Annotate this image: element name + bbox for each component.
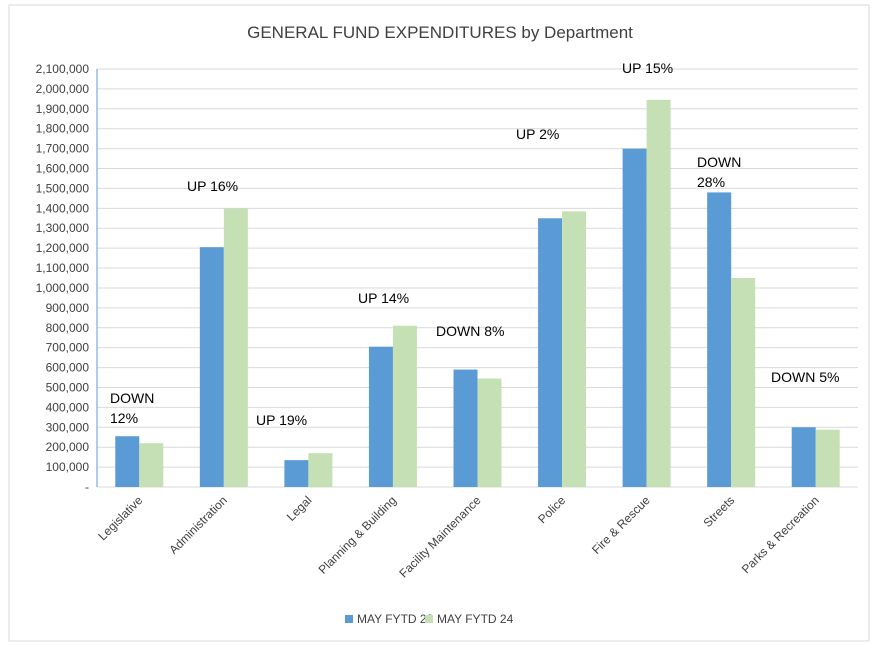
bar [308, 453, 333, 487]
legend-label: MAY FYTD 23 [357, 612, 434, 626]
y-tick-label: 300,000 [46, 420, 90, 434]
bar [731, 278, 756, 487]
bar [562, 211, 587, 488]
bar [622, 148, 647, 487]
y-tick-label: 100,000 [46, 460, 90, 474]
y-tick-label: 600,000 [46, 361, 90, 375]
bar [199, 247, 224, 487]
bar [707, 192, 732, 487]
y-tick-label: 1,900,000 [36, 102, 90, 116]
y-tick-label: 1,400,000 [36, 201, 90, 215]
annotation: UP 15% [622, 60, 674, 76]
bar [538, 218, 563, 488]
y-tick-label: - [85, 480, 89, 494]
bar [477, 378, 502, 487]
y-tick-label: 800,000 [46, 321, 90, 335]
y-tick-label: 700,000 [46, 341, 90, 355]
bar [453, 369, 478, 487]
bar [284, 460, 309, 487]
y-tick-label: 1,000,000 [36, 281, 90, 295]
annotation: DOWN 12% [110, 390, 155, 426]
y-tick-label: 1,800,000 [36, 122, 90, 136]
legend-swatch [345, 615, 353, 623]
y-tick-label: 2,100,000 [36, 62, 90, 76]
annotation: DOWN 28% [697, 154, 742, 190]
annotation: UP 14% [358, 290, 410, 306]
y-tick-label: 400,000 [46, 400, 90, 414]
y-tick-label: 200,000 [46, 440, 90, 454]
y-tick-label: 1,100,000 [36, 261, 90, 275]
annotation: UP 2% [516, 126, 560, 142]
bar [791, 427, 816, 487]
bar [646, 99, 671, 487]
y-tick-label: 1,300,000 [36, 221, 90, 235]
annotation: DOWN 5% [771, 369, 840, 385]
bar [368, 346, 393, 487]
chart-title: GENERAL FUND EXPENDITURES by Department [247, 23, 633, 42]
y-tick-label: 900,000 [46, 301, 90, 315]
annotation: UP 19% [256, 412, 308, 428]
y-tick-label: 1,600,000 [36, 162, 90, 176]
bar [392, 325, 417, 487]
legend-label: MAY FYTD 24 [437, 612, 514, 626]
annotation: DOWN 8% [436, 323, 505, 339]
annotation: UP 16% [187, 178, 239, 194]
legend-swatch [425, 615, 433, 623]
y-tick-label: 500,000 [46, 380, 90, 394]
bar [223, 208, 248, 488]
y-tick-label: 1,500,000 [36, 181, 90, 195]
bar [139, 443, 164, 487]
y-tick-label: 1,200,000 [36, 241, 90, 255]
bar [815, 429, 840, 487]
y-tick-label: 1,700,000 [36, 142, 90, 156]
y-tick-label: 2,000,000 [36, 82, 90, 96]
bar [115, 436, 140, 487]
